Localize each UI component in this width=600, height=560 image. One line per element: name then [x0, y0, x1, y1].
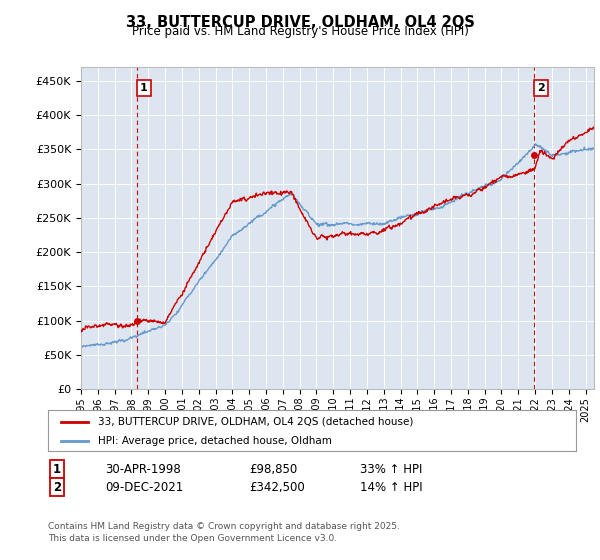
Text: £98,850: £98,850 — [249, 463, 297, 476]
Text: 2: 2 — [537, 83, 545, 93]
Text: 33, BUTTERCUP DRIVE, OLDHAM, OL4 2QS (detached house): 33, BUTTERCUP DRIVE, OLDHAM, OL4 2QS (de… — [98, 417, 413, 427]
Text: 33% ↑ HPI: 33% ↑ HPI — [360, 463, 422, 476]
Text: 14% ↑ HPI: 14% ↑ HPI — [360, 480, 422, 494]
Text: 2: 2 — [53, 480, 61, 494]
Text: HPI: Average price, detached house, Oldham: HPI: Average price, detached house, Oldh… — [98, 436, 332, 446]
Text: 30-APR-1998: 30-APR-1998 — [105, 463, 181, 476]
Text: £342,500: £342,500 — [249, 480, 305, 494]
Text: Price paid vs. HM Land Registry's House Price Index (HPI): Price paid vs. HM Land Registry's House … — [131, 25, 469, 38]
Text: 09-DEC-2021: 09-DEC-2021 — [105, 480, 183, 494]
Text: 1: 1 — [53, 463, 61, 476]
Text: Contains HM Land Registry data © Crown copyright and database right 2025.
This d: Contains HM Land Registry data © Crown c… — [48, 522, 400, 543]
Text: 1: 1 — [140, 83, 148, 93]
Text: 33, BUTTERCUP DRIVE, OLDHAM, OL4 2QS: 33, BUTTERCUP DRIVE, OLDHAM, OL4 2QS — [125, 15, 475, 30]
